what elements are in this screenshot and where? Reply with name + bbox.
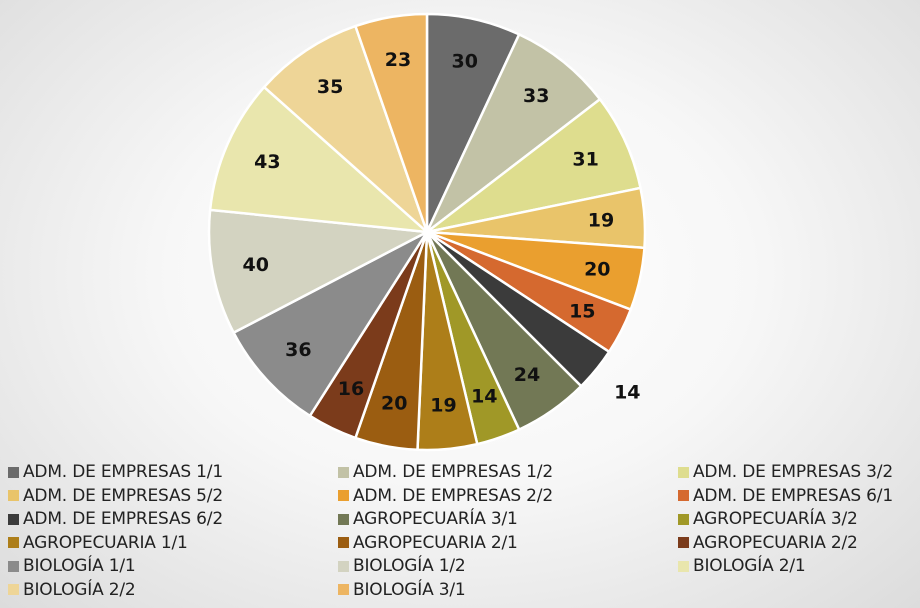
data-label: 16 [338,378,364,400]
legend-label: AGROPECUARÍA 3/1 [353,509,518,529]
legend-label: ADM. DE EMPRESAS 6/2 [23,509,223,529]
legend-item: AGROPECUARIA 2/2 [678,533,858,553]
data-label: 19 [430,395,456,417]
legend-item: BIOLOGÍA 1/1 [8,556,136,576]
legend-item: AGROPECUARÍA 3/1 [338,509,518,529]
pie-slice [262,24,429,234]
pie-slices [207,12,647,452]
data-label: 24 [514,364,540,386]
legend-item: ADM. DE EMPRESAS 6/1 [678,486,893,506]
legend-swatch [678,560,689,572]
legend-item: AGROPECUARÍA 3/2 [678,509,858,529]
data-label: 14 [471,386,497,408]
legend-label: ADM. DE EMPRESAS 6/1 [693,485,893,506]
legend-label: ADM. DE EMPRESAS 5/2 [23,485,223,506]
pie-slice [208,85,429,234]
legend-swatch [678,513,689,525]
pie-data-labels: 30 33 31 19 20 15 14 24 14 19 20 16 36 40 43 35 23 [242,49,640,417]
legend-label: ADM. DE EMPRESAS 3/2 [693,462,893,482]
legend-item: ADM. DE EMPRESAS 1/1 [8,462,223,482]
pie-slice [425,33,602,234]
legend-swatch [338,490,349,501]
data-label: 30 [451,51,477,73]
data-label: 35 [317,76,343,98]
legend-item: AGROPECUARIA 1/1 [8,533,188,553]
data-label: 15 [569,300,595,322]
legend-swatch [338,513,349,525]
legend-item: AGROPECUARIA 2/1 [338,533,518,553]
legend-swatch [8,560,19,572]
data-label: 20 [381,392,407,414]
pie-chart: 30 33 31 19 20 15 14 24 14 19 20 16 36 40 43 35 23 [207,12,647,452]
data-label: 33 [523,85,549,107]
legend-label: AGROPECUARIA 2/1 [353,532,518,553]
pie-chart-svg: 30 33 31 19 20 15 14 24 14 19 20 16 36 40 43 35 23 [207,12,647,452]
legend-label: AGROPECUARIA 1/1 [23,532,188,553]
legend-swatch [8,466,19,478]
legend-label: AGROPECUARÍA 3/2 [693,509,858,529]
data-label: 43 [254,151,280,173]
data-label: 23 [385,49,411,71]
pie-slice [232,230,429,418]
legend-swatch [678,537,689,548]
legend-item: ADM. DE EMPRESAS 5/2 [8,486,223,506]
data-label: 36 [285,339,311,361]
chart-legend: ADM. DE EMPRESAS 1/1 ADM. DE EMPRESAS 1/2… [8,460,920,608]
data-label: 20 [584,259,610,281]
legend-label: BIOLOGÍA 1/2 [353,556,466,576]
legend-label: BIOLOGÍA 3/1 [353,579,466,600]
legend-label: BIOLOGÍA 2/1 [693,556,806,576]
legend-item: BIOLOGÍA 1/2 [338,556,466,576]
legend-swatch [338,537,349,548]
legend-item: ADM. DE EMPRESAS 1/2 [338,462,553,482]
legend-item: ADM. DE EMPRESAS 3/2 [678,462,893,482]
legend-swatch [8,490,19,501]
legend-item: BIOLOGÍA 2/2 [8,579,136,600]
legend-swatch [678,466,689,478]
legend-label: ADM. DE EMPRESAS 1/1 [23,462,223,482]
legend-swatch [338,466,349,478]
data-label: 40 [242,254,268,276]
data-label: 19 [588,210,614,232]
legend-label: ADM. DE EMPRESAS 1/2 [353,462,553,482]
legend-item: ADM. DE EMPRESAS 6/2 [8,509,223,529]
legend-item: BIOLOGÍA 2/1 [678,556,806,576]
legend-swatch [8,584,19,595]
legend-label: ADM. DE EMPRESAS 2/2 [353,485,553,506]
legend-label: BIOLOGÍA 1/1 [23,556,136,576]
legend-label: BIOLOGÍA 2/2 [23,579,136,600]
legend-swatch [338,560,349,572]
legend-swatch [8,537,19,548]
legend-item: ADM. DE EMPRESAS 2/2 [338,486,553,506]
legend-item: BIOLOGÍA 3/1 [338,579,466,600]
legend-swatch [8,513,19,525]
legend-swatch [678,490,689,501]
legend-swatch [338,584,349,595]
pie-slice [207,208,429,334]
legend-label: AGROPECUARIA 2/2 [693,532,858,553]
pie-slice [354,12,429,234]
data-label: 14 [614,382,640,404]
data-label: 31 [572,148,598,170]
